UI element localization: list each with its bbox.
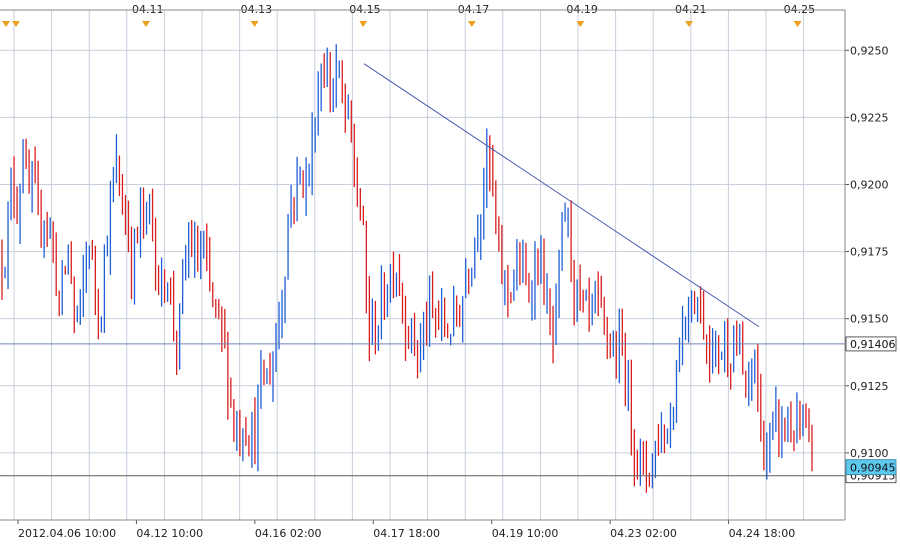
y-tick-label: 0,9100 [850, 447, 889, 460]
x-tick-label: 2012.04.06 10:00 [18, 527, 116, 540]
date-marker [2, 21, 10, 27]
date-marker [359, 21, 368, 27]
date-marker [142, 21, 150, 27]
y-tick-label: 0,9200 [850, 178, 889, 191]
date-marker [12, 21, 20, 27]
x-tick-label: 04.23 02:00 [610, 527, 677, 540]
x-tick-label: 04.17 18:00 [373, 527, 440, 540]
date-marker [576, 21, 585, 27]
trendline [363, 63, 760, 328]
reference-tag [845, 336, 897, 352]
y-tick-label: 0,9225 [850, 111, 889, 124]
plot-area [0, 10, 845, 520]
x-tick-label: 04.19 10:00 [492, 527, 559, 540]
y-tick-label: 0,9250 [850, 44, 889, 57]
date-marker [467, 21, 476, 27]
x-tick-label: 04.16 02:00 [255, 527, 322, 540]
date-marker [685, 21, 693, 27]
y-tick-label: 0,9150 [850, 313, 889, 326]
y-tick-label: 0,9175 [850, 246, 889, 259]
current-price-tag [845, 459, 897, 476]
reference-label: 0,91406 [850, 338, 896, 351]
y-tick-label: 0,9125 [850, 380, 889, 393]
date-marker [793, 21, 802, 27]
x-tick-label: 04.24 18:00 [729, 527, 796, 540]
current-price-label: 0,90945 [850, 462, 896, 475]
x-tick-label: 04.12 10:00 [136, 527, 203, 540]
date-marker [250, 21, 259, 27]
